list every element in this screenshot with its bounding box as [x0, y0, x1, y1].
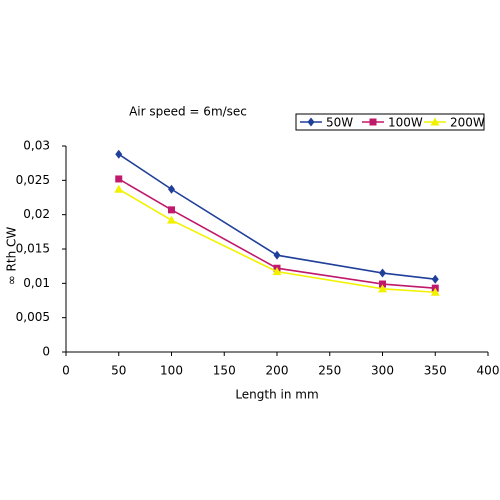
marker	[167, 215, 176, 224]
marker	[430, 117, 440, 126]
y-tick-label: 0,015	[16, 242, 50, 256]
x-tick-label: 50	[111, 364, 126, 378]
y-tick-label: 0,03	[23, 139, 50, 153]
marker	[115, 149, 123, 159]
marker	[379, 268, 386, 278]
marker	[369, 118, 377, 126]
y-tick-label: 0	[42, 345, 50, 359]
x-tick-label: 400	[477, 364, 500, 378]
y-tick-label: 0,02	[23, 207, 50, 221]
y-tick-label: 0,005	[16, 310, 50, 324]
x-tick-label: 0	[62, 364, 70, 378]
marker	[379, 280, 386, 288]
x-tick-label: 150	[213, 364, 236, 378]
y-tick-label: 0,025	[16, 173, 50, 187]
x-axis-label: Length in mm	[235, 388, 318, 402]
marker	[430, 287, 440, 296]
y-tick-label: 0,01	[23, 276, 50, 290]
chart-title: Air speed = 6m/sec	[129, 105, 247, 119]
x-tick-label: 200	[266, 364, 289, 378]
legend-box	[295, 113, 485, 131]
series-line	[118, 188, 436, 294]
marker	[168, 206, 175, 214]
legend-label: 100W	[388, 116, 423, 130]
marker	[115, 175, 123, 183]
legend-label: 200W	[450, 116, 485, 130]
x-tick-label: 350	[424, 364, 447, 378]
marker	[168, 184, 175, 194]
x-tick-label: 100	[160, 364, 183, 378]
marker	[431, 274, 439, 284]
x-tick-label: 250	[318, 364, 341, 378]
y-axis-label: ∞ Rth CW	[5, 227, 19, 286]
marker	[378, 284, 387, 293]
marker	[114, 184, 124, 193]
x-tick-label: 300	[371, 364, 394, 378]
marker	[273, 250, 281, 260]
legend-label: 50W	[326, 116, 353, 130]
marker	[272, 267, 282, 276]
marker	[307, 117, 315, 127]
